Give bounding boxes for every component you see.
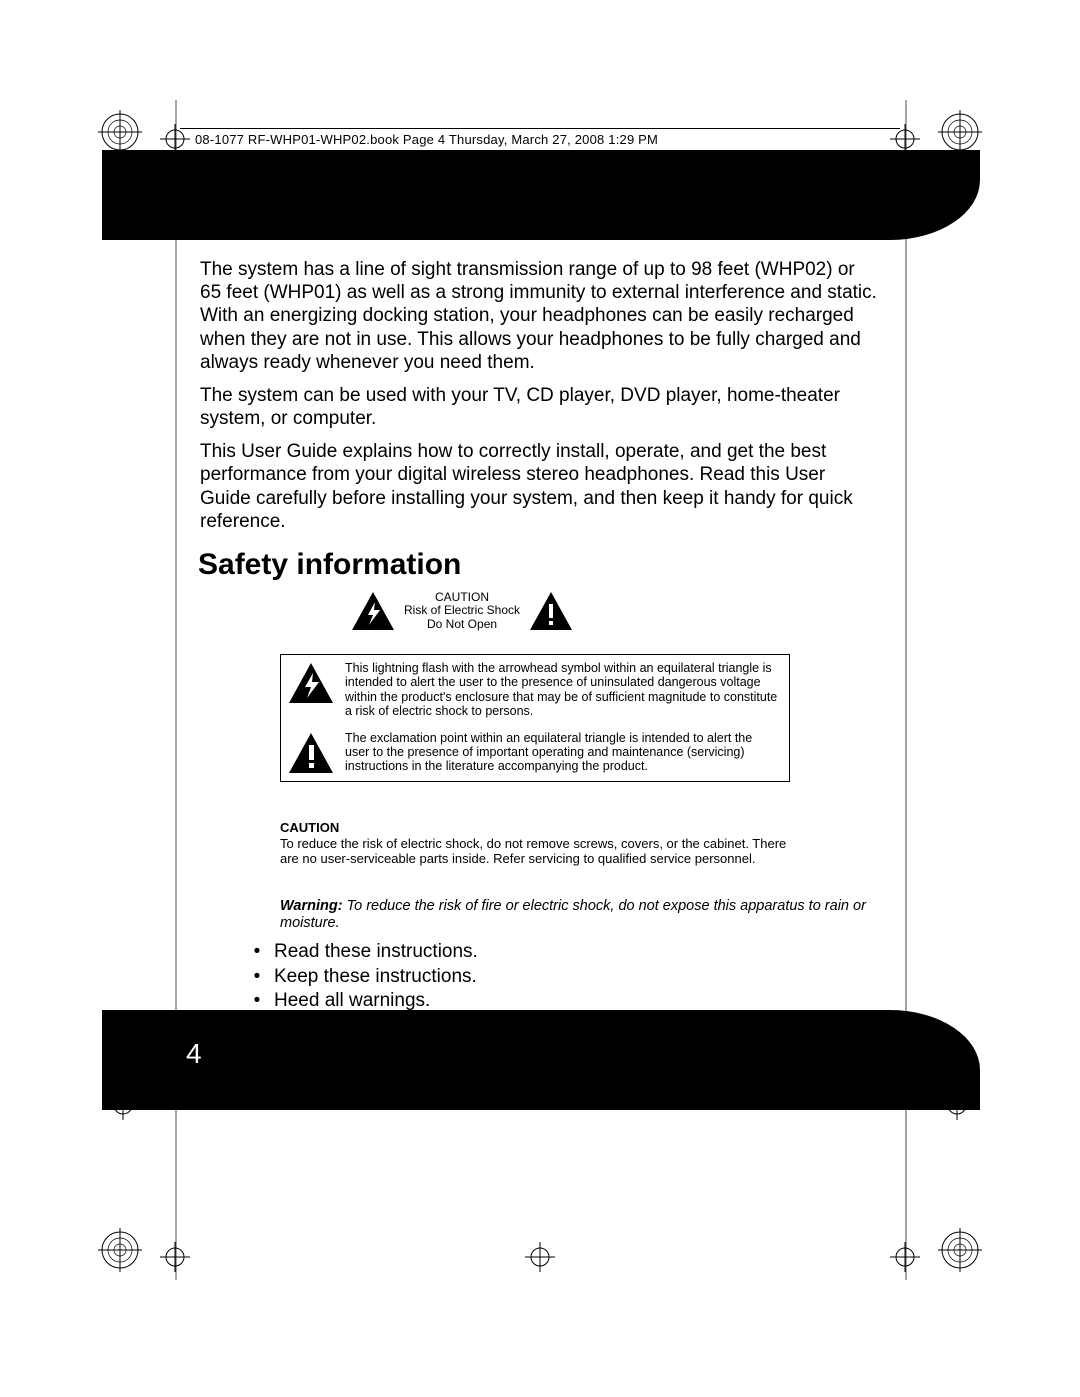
- caution-text: To reduce the risk of electric shock, do…: [280, 836, 790, 867]
- guide-line: [175, 100, 177, 1280]
- bullet-text: Read these instructions.: [274, 940, 478, 965]
- caution-label: CAUTION: [280, 820, 790, 836]
- paragraph-1: The system has a line of sight transmiss…: [200, 258, 880, 374]
- section-heading: Safety information: [198, 548, 461, 582]
- crop-mark-icon: [942, 1090, 972, 1120]
- symbol-row-lightning: This lightning flash with the arrowhead …: [281, 655, 789, 725]
- exclamation-triangle-icon: [528, 590, 574, 632]
- caution-header-text: CAUTION Risk of Electric Shock Do Not Op…: [404, 591, 520, 631]
- caution-line3: Do Not Open: [404, 618, 520, 631]
- header-metadata: 08-1077 RF-WHP01-WHP02.book Page 4 Thurs…: [195, 132, 658, 147]
- crop-mark-icon: [525, 1242, 555, 1272]
- symbol-explanation-box: This lightning flash with the arrowhead …: [280, 654, 790, 782]
- lightning-description: This lightning flash with the arrowhead …: [345, 661, 779, 719]
- guide-line: [905, 100, 907, 1280]
- symbol-row-exclaim: The exclamation point within an equilate…: [281, 725, 789, 781]
- list-item: • Keep these instructions.: [250, 965, 478, 990]
- page-number: 4: [186, 1038, 202, 1070]
- registration-mark-icon: [98, 110, 142, 154]
- warning-line: Warning: To reduce the risk of fire or e…: [280, 898, 880, 933]
- paragraph-3: This User Guide explains how to correctl…: [200, 440, 880, 533]
- lightning-triangle-icon: [350, 590, 396, 632]
- bullet-text: Heed all warnings.: [274, 989, 430, 1014]
- warning-text: To reduce the risk of fire or electric s…: [280, 898, 866, 931]
- bullet-dot-icon: •: [250, 989, 264, 1014]
- bullet-dot-icon: •: [250, 940, 264, 965]
- caution-line2: Risk of Electric Shock: [404, 604, 520, 617]
- caution-block: CAUTION To reduce the risk of electric s…: [280, 820, 790, 867]
- bullet-dot-icon: •: [250, 965, 264, 990]
- body-text: The system has a line of sight transmiss…: [200, 258, 880, 543]
- lightning-triangle-icon: [287, 661, 335, 705]
- paragraph-2: The system can be used with your TV, CD …: [200, 384, 880, 430]
- warning-label: Warning:: [280, 898, 343, 914]
- crop-mark-icon: [108, 1090, 138, 1120]
- exclamation-triangle-icon: [287, 731, 335, 775]
- registration-mark-icon: [98, 1228, 142, 1272]
- bullet-list: • Read these instructions. • Keep these in…: [250, 940, 478, 1014]
- header-rule: [180, 128, 900, 129]
- registration-mark-icon: [938, 1228, 982, 1272]
- exclaim-description: The exclamation point within an equilate…: [345, 731, 779, 774]
- caution-header-row: CAUTION Risk of Electric Shock Do Not Op…: [350, 590, 574, 632]
- list-item: • Heed all warnings.: [250, 989, 478, 1014]
- registration-mark-icon: [938, 110, 982, 154]
- bullet-text: Keep these instructions.: [274, 965, 477, 990]
- list-item: • Read these instructions.: [250, 940, 478, 965]
- decorative-band-bottom: [102, 1010, 980, 1110]
- decorative-band-top: [102, 150, 980, 240]
